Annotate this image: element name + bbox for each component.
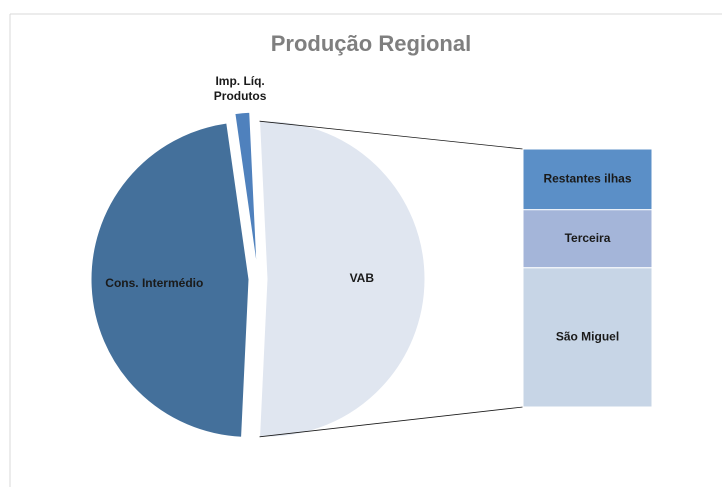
connector bbox=[259, 120, 524, 150]
bar-label: São Miguel bbox=[556, 330, 619, 344]
bar-segment bbox=[522, 209, 653, 269]
pie-slice bbox=[90, 122, 250, 438]
connector bbox=[259, 406, 524, 438]
bar-segment bbox=[522, 148, 653, 211]
slice-label: Cons. Intermédio bbox=[105, 276, 203, 290]
chart-title: Produção Regional bbox=[271, 31, 471, 56]
bar-label: Restantes ilhas bbox=[543, 171, 631, 185]
slice-label: VAB bbox=[350, 271, 375, 285]
bar-label: Terceira bbox=[565, 231, 611, 245]
pie-slice bbox=[234, 111, 258, 271]
slice-label: Imp. Líq. Produtos bbox=[213, 73, 267, 103]
pie-slice bbox=[259, 120, 426, 438]
